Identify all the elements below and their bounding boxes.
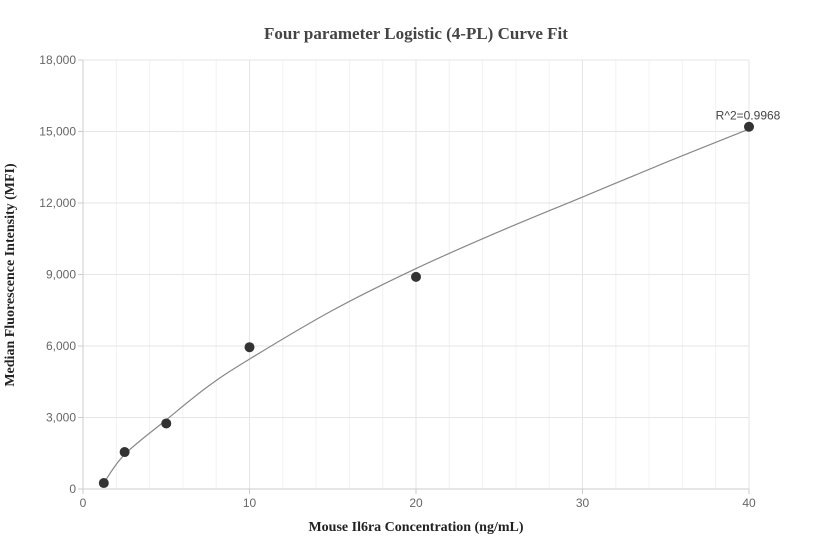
data-point bbox=[744, 121, 754, 132]
y-tick-label: 0 bbox=[69, 482, 76, 496]
data-point bbox=[98, 478, 109, 489]
chart-title: Four parameter Logistic (4-PL) Curve Fit bbox=[264, 24, 568, 43]
fit-curve bbox=[103, 128, 750, 484]
x-tick-label: 40 bbox=[742, 496, 756, 510]
y-tick-label: 6,000 bbox=[46, 339, 76, 353]
data-point bbox=[161, 418, 172, 429]
data-point bbox=[244, 342, 255, 353]
x-axis-label: Mouse Il6ra Concentration (ng/mL) bbox=[308, 520, 523, 535]
x-tick-label: 20 bbox=[409, 496, 423, 510]
y-axis-label: Median Fluorescence Intensity (MFI) bbox=[3, 163, 18, 387]
y-tick-label: 18,000 bbox=[39, 53, 76, 67]
data-point bbox=[411, 271, 421, 282]
data-point bbox=[119, 447, 130, 458]
x-tick-label: 0 bbox=[80, 496, 87, 510]
y-tick-label: 12,000 bbox=[39, 196, 76, 210]
y-tick-label: 9,000 bbox=[46, 268, 76, 282]
data-points bbox=[98, 121, 754, 489]
tick-labels: 0 3,000 6,000 9,000 12,000 15,000 18,000 0 10 20 3… bbox=[39, 53, 756, 510]
y-tick-label: 15,000 bbox=[39, 125, 76, 139]
y-tick-label: 3,000 bbox=[46, 411, 76, 425]
axes bbox=[78, 59, 750, 494]
x-tick-label: 10 bbox=[243, 496, 257, 510]
x-tick-label: 30 bbox=[576, 496, 590, 510]
r-squared-annotation: R^2=0.9968 bbox=[716, 109, 781, 123]
